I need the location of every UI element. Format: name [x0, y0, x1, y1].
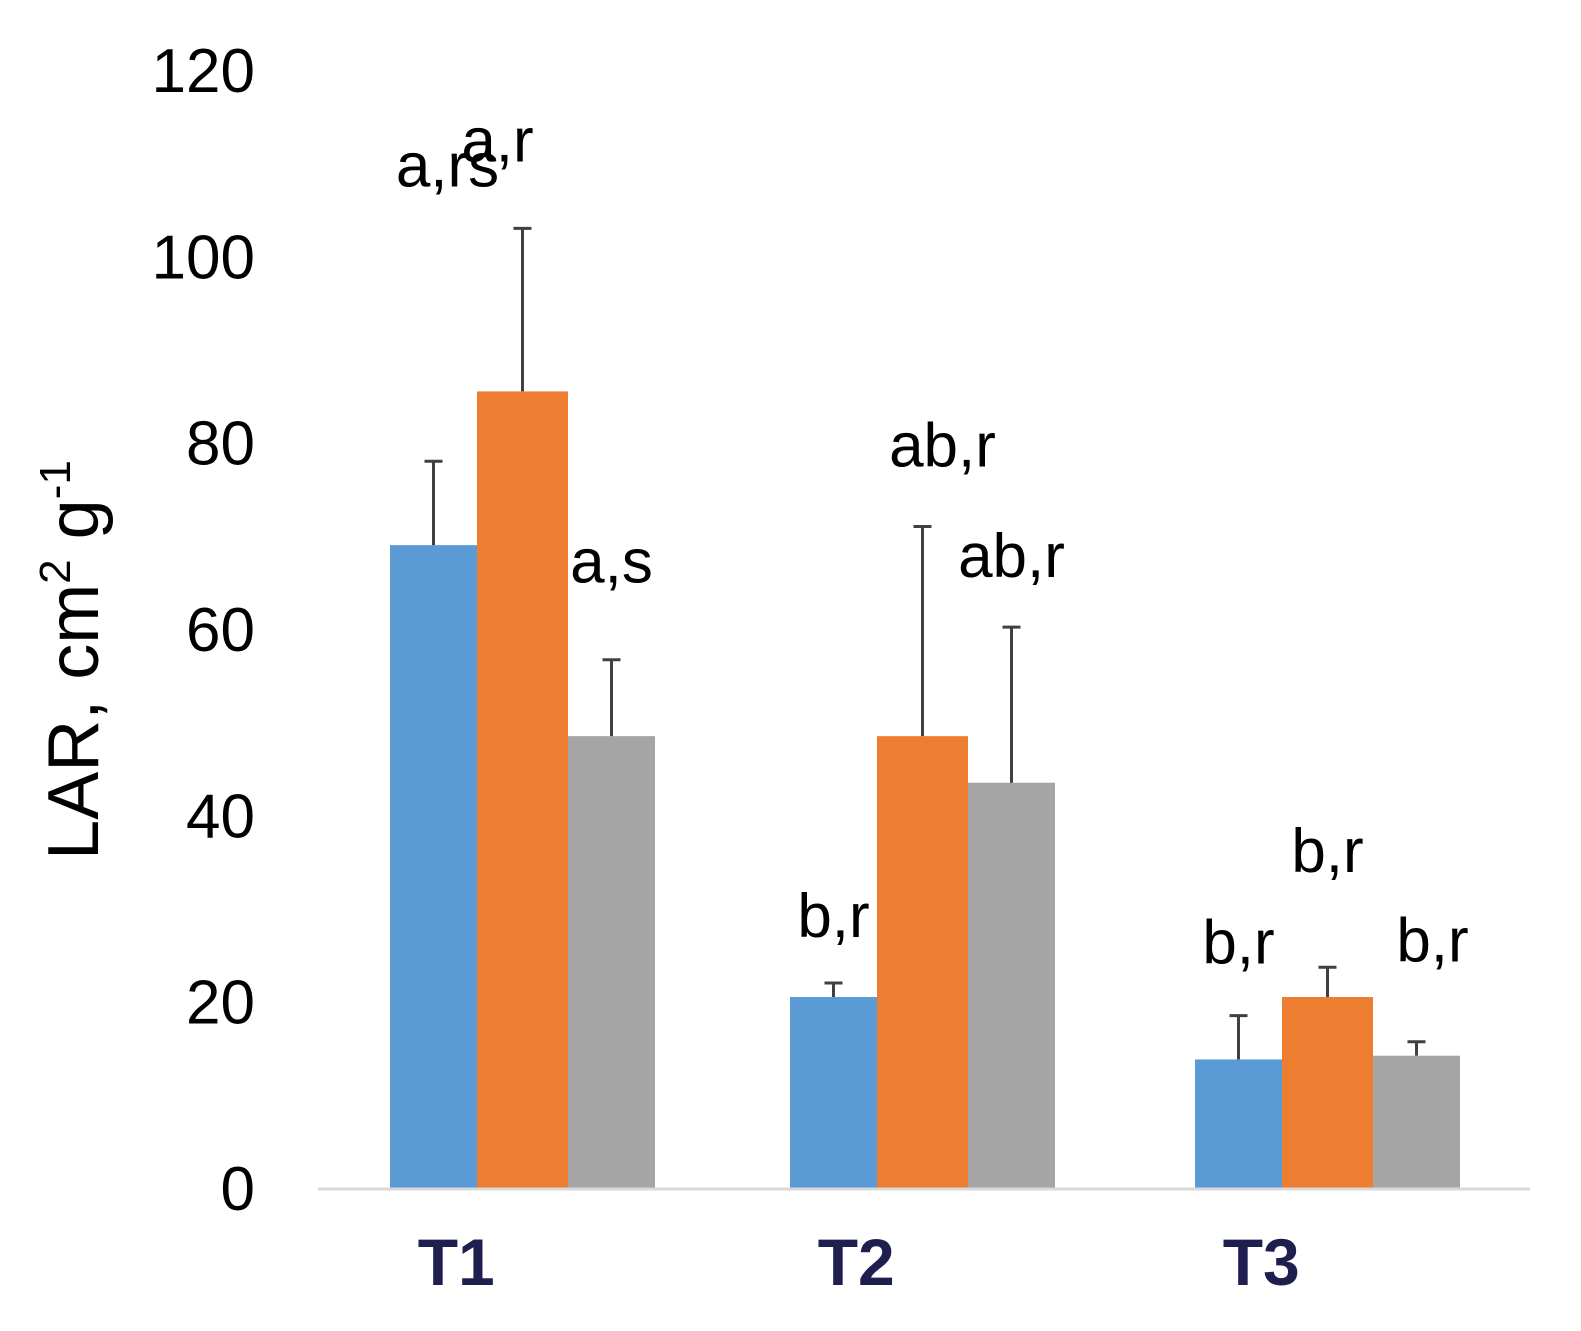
y-tick-label: 0 [221, 1155, 255, 1224]
significance-label: b,r [1396, 907, 1468, 976]
x-category-label: T1 [418, 1225, 495, 1299]
svg-text:LAR, cm2 g-1: LAR, cm2 g-1 [31, 460, 114, 860]
significance-label: b,r [1291, 817, 1363, 886]
y-tick-labels: 0 20 40 60 80 100 120 [152, 37, 255, 1224]
significance-label: a,s [570, 528, 653, 597]
bars [390, 391, 1460, 1188]
bar [477, 391, 568, 1188]
x-category-label: T3 [1223, 1225, 1300, 1299]
error-bars [424, 226, 1426, 1060]
significance-label: b,r [1202, 909, 1274, 978]
bar [968, 782, 1055, 1188]
bar [1373, 1055, 1460, 1188]
significance-label: ab,r [889, 412, 996, 481]
significance-label: a,rs [396, 131, 499, 200]
y-tick-label: 80 [186, 410, 255, 479]
significance-label: b,r [797, 882, 869, 951]
significance-label: ab,r [958, 522, 1065, 591]
bar [1282, 997, 1373, 1188]
y-tick-label: 100 [152, 223, 255, 292]
y-tick-label: 40 [186, 782, 255, 851]
y-tick-label: 60 [186, 596, 255, 665]
bar [790, 997, 877, 1188]
bar [390, 545, 477, 1188]
y-axis-label: LAR, cm2 g-1 [31, 460, 114, 860]
y-tick-label: 120 [152, 37, 255, 106]
x-category-labels: T1 T2 T3 [418, 1225, 1300, 1299]
y-tick-label: 20 [186, 969, 255, 1038]
x-category-label: T2 [818, 1225, 895, 1299]
significance-label: a,r [461, 106, 533, 175]
bar [568, 736, 655, 1188]
bar [1195, 1059, 1282, 1188]
bar [877, 736, 968, 1188]
